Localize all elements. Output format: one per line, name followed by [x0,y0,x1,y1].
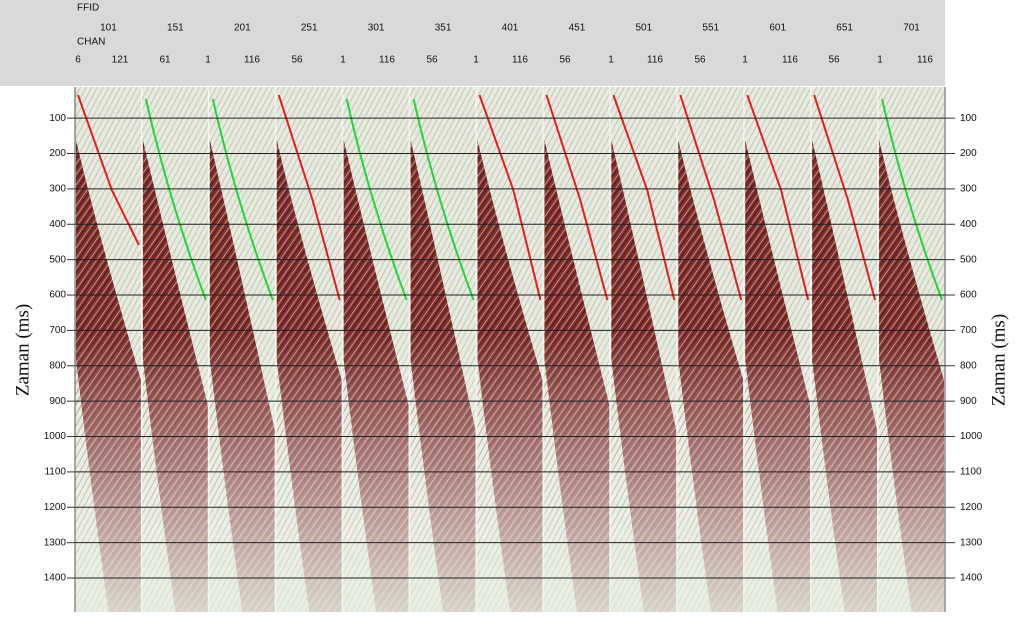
tick-label-right: 1000 [960,431,983,442]
tick-label-left: 100 [49,113,66,124]
fade [543,330,611,612]
chan-label: 1 [742,55,748,66]
chan-label: 116 [647,55,663,66]
chan-label: 116 [379,55,395,66]
tick-label-left: 1200 [44,502,67,513]
fade [141,330,209,612]
tick-label-left: 1100 [44,467,66,478]
chan-label: 56 [828,55,840,66]
chan-label: 1 [205,55,211,66]
tick-label-right: 400 [960,219,977,230]
ffid-label: 551 [702,23,719,34]
header-bg [0,0,1015,86]
pick-red [545,94,609,301]
tick-label-left: 300 [49,184,66,195]
pick-green [881,98,943,301]
chan-label: 56 [291,55,303,66]
chan-label: 6 [75,55,81,66]
tick-label-right: 600 [960,290,977,301]
tick-label-left: 1300 [44,537,67,548]
tick-label-left: 1000 [44,431,67,442]
fade [75,330,142,612]
fade [610,330,678,612]
ffid-label: 301 [368,23,385,34]
ffid-label: 601 [769,23,786,34]
pick-green [211,98,274,301]
chan-label: 116 [782,55,798,66]
right-margin [945,0,1015,618]
ffid-label: 201 [234,23,251,34]
chan-label: 61 [159,55,171,66]
tick-label-left: 800 [49,360,66,371]
tick-label-right: 800 [960,360,977,371]
chan-label: 121 [112,55,129,66]
tick-label-left: 400 [49,219,66,230]
chan-title: CHAN [77,37,105,48]
fade [677,330,745,612]
ffid-label: 251 [301,23,318,34]
ffid-label: 501 [636,23,653,34]
pick-red [277,94,341,301]
tick-label-right: 1300 [960,537,983,548]
fade [342,330,410,612]
tick-label-right: 1400 [960,573,983,584]
tick-label-right: 700 [960,325,977,336]
ffid-label: 651 [836,23,853,34]
fade [208,330,276,612]
ffid-label: 151 [167,23,184,34]
ffid-label: 701 [903,23,920,34]
ffid-label: 351 [435,23,452,34]
axis-label-right: Zaman (ms) [988,314,1009,406]
pick-green [144,98,207,301]
tick-label-right: 900 [960,396,977,407]
axis-label-left: Zaman (ms) [12,304,33,396]
pick-red [813,94,877,301]
chan-label: 116 [244,55,260,66]
tick-label-right: 200 [960,148,977,159]
chan-label: 1 [608,55,614,66]
tick-label-left: 600 [49,290,66,301]
pick-green [345,98,408,301]
chan-label: 116 [917,55,933,66]
chan-label: 56 [426,55,438,66]
fade [476,330,544,612]
fade [878,330,945,612]
tick-label-left: 200 [49,148,66,159]
pick-red [612,94,676,301]
ffid-title: FFID [77,3,99,14]
chan-label: 116 [512,55,528,66]
tick-label-left: 900 [49,396,66,407]
tick-label-left: 1400 [44,573,67,584]
fade [275,330,343,612]
pick-red [746,94,810,301]
panels [75,87,946,612]
tick-label-right: 300 [960,184,977,195]
chan-label: 1 [877,55,883,66]
fade [744,330,812,612]
tick-label-right: 500 [960,254,977,265]
grid [75,117,945,579]
chan-label: 56 [559,55,571,66]
tick-label-right: 1200 [960,502,983,513]
tick-label-left: 700 [49,325,66,336]
ffid-label: 451 [569,23,586,34]
tick-label-right: 100 [960,113,977,124]
chan-label: 1 [340,55,346,66]
fade [409,330,477,612]
tick-label-right: 1100 [960,467,982,478]
pick-red [679,94,743,301]
fade [811,330,879,612]
ffid-label: 401 [502,23,519,34]
chan-label: 56 [694,55,706,66]
pick-red [77,94,140,246]
ffid-label: 101 [100,23,117,34]
pick-green [412,98,475,301]
chan-label: 1 [473,55,479,66]
pick-red [478,94,542,301]
tick-label-left: 500 [49,254,66,265]
